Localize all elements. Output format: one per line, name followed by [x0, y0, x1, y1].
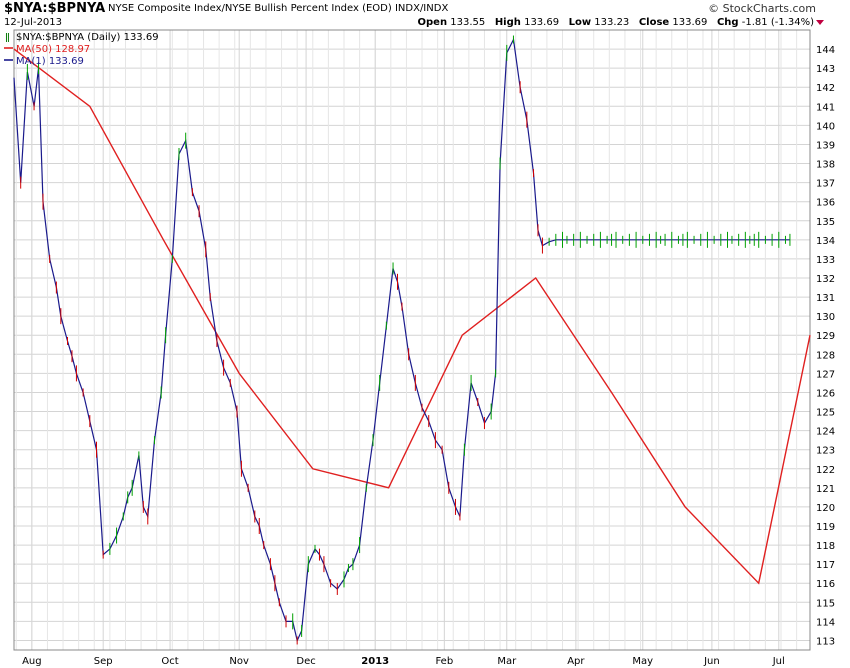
y-tick-label: 121: [816, 484, 835, 495]
ma50-line: [13, 48, 811, 585]
chg-label: Chg: [716, 17, 739, 28]
y-tick-label: 134: [816, 236, 835, 247]
x-tick-label: Mar: [497, 656, 517, 667]
y-tick-label: 133: [816, 255, 835, 266]
y-tick-label: 135: [816, 217, 835, 228]
chart-header: $NYA:$BPNYA NYSE Composite Index/NYSE Bu…: [0, 0, 850, 30]
chart-date: 12-Jul-2013: [4, 17, 63, 28]
chart-description: NYSE Composite Index/NYSE Bullish Percen…: [108, 3, 449, 14]
y-tick-label: 118: [816, 541, 835, 552]
y-tick-label: 119: [816, 522, 835, 533]
x-tick-label: Feb: [435, 656, 453, 667]
open-value: 133.55: [450, 17, 486, 28]
ma50-series: [13, 48, 811, 585]
x-tick-label: Oct: [161, 656, 178, 667]
x-tick-label: Dec: [296, 656, 315, 667]
y-tick-label: 132: [816, 274, 835, 285]
y-tick-label: 139: [816, 140, 835, 151]
low-value: 133.23: [594, 17, 630, 28]
y-tick-label: 128: [816, 350, 835, 361]
x-tick-label: Aug: [22, 656, 42, 667]
y-tick-label: 114: [816, 617, 835, 628]
stockcharts-credit[interactable]: © StockCharts.com: [708, 2, 816, 15]
y-tick-label: 122: [816, 465, 835, 476]
y-tick-label: 143: [816, 64, 835, 75]
chg-value: -1.81 (-1.34%): [741, 17, 814, 28]
y-tick-label: 129: [816, 331, 835, 342]
price-series: [13, 35, 791, 645]
y-tick-label: 120: [816, 503, 835, 514]
x-tick-label: Sep: [94, 656, 113, 667]
x-tick-label: Apr: [567, 656, 585, 667]
y-axis-ticks: 113 114 115 116 117 118 119 120 121 122 123 124 125 1…: [816, 45, 835, 647]
y-tick-label: 125: [816, 408, 835, 419]
y-tick-label: 144: [816, 45, 835, 56]
y-tick-label: 131: [816, 293, 835, 304]
low-label: Low: [568, 17, 592, 28]
legend-ma1: MA(1) 133.69: [4, 56, 84, 67]
y-tick-label: 124: [816, 427, 835, 438]
legend-ma50: MA(50) 128.97: [4, 44, 90, 55]
y-tick-label: 140: [816, 121, 835, 132]
y-tick-label: 142: [816, 83, 835, 94]
high-label: High: [494, 17, 521, 28]
y-tick-label: 127: [816, 369, 835, 380]
y-tick-label: 141: [816, 102, 835, 113]
legend-ma50-label: MA(50) 128.97: [16, 44, 90, 55]
x-tick-label: Jul: [772, 656, 785, 667]
y-tick-label: 115: [816, 598, 835, 609]
plot-border: [13, 29, 811, 651]
legend-price-icon: ǁ: [5, 32, 10, 43]
chart-grid: [14, 30, 810, 650]
x-tick-label: Nov: [229, 656, 249, 667]
chg-down-arrow-icon: [816, 20, 824, 25]
y-tick-label: 126: [816, 388, 835, 399]
x-tick-label: Jun: [703, 656, 720, 667]
open-label: Open: [417, 17, 448, 28]
price-line: [13, 37, 790, 643]
legend-price: ǁ $NYA:$BPNYA (Daily) 133.69: [5, 32, 159, 43]
x-axis-ticks: Aug Sep Oct Nov Dec 2013 Feb Mar Apr May Jun Jul: [22, 656, 785, 667]
y-tick-label: 138: [816, 160, 835, 171]
y-tick-label: 136: [816, 198, 835, 209]
legend-price-label: $NYA:$BPNYA (Daily) 133.69: [16, 32, 159, 43]
ticker-symbol[interactable]: $NYA:$BPNYA: [4, 1, 106, 16]
y-tick-label: 123: [816, 446, 835, 457]
x-tick-label: May: [632, 656, 653, 667]
y-tick-label: 113: [816, 636, 835, 647]
close-value: 133.69: [672, 17, 708, 28]
ohlc-readout: Open 133.55 High 133.69 Low 133.23 Close…: [418, 17, 814, 28]
y-tick-label: 117: [816, 560, 835, 571]
close-label: Close: [638, 17, 670, 28]
y-tick-label: 130: [816, 312, 835, 323]
high-value: 133.69: [524, 17, 560, 28]
y-tick-label: 116: [816, 579, 835, 590]
y-tick-label: 137: [816, 179, 835, 190]
legend-ma1-label: MA(1) 133.69: [16, 56, 84, 67]
x-tick-label: 2013: [361, 656, 389, 667]
chart-legend: ǁ $NYA:$BPNYA (Daily) 133.69 MA(50) 128.…: [4, 32, 159, 67]
